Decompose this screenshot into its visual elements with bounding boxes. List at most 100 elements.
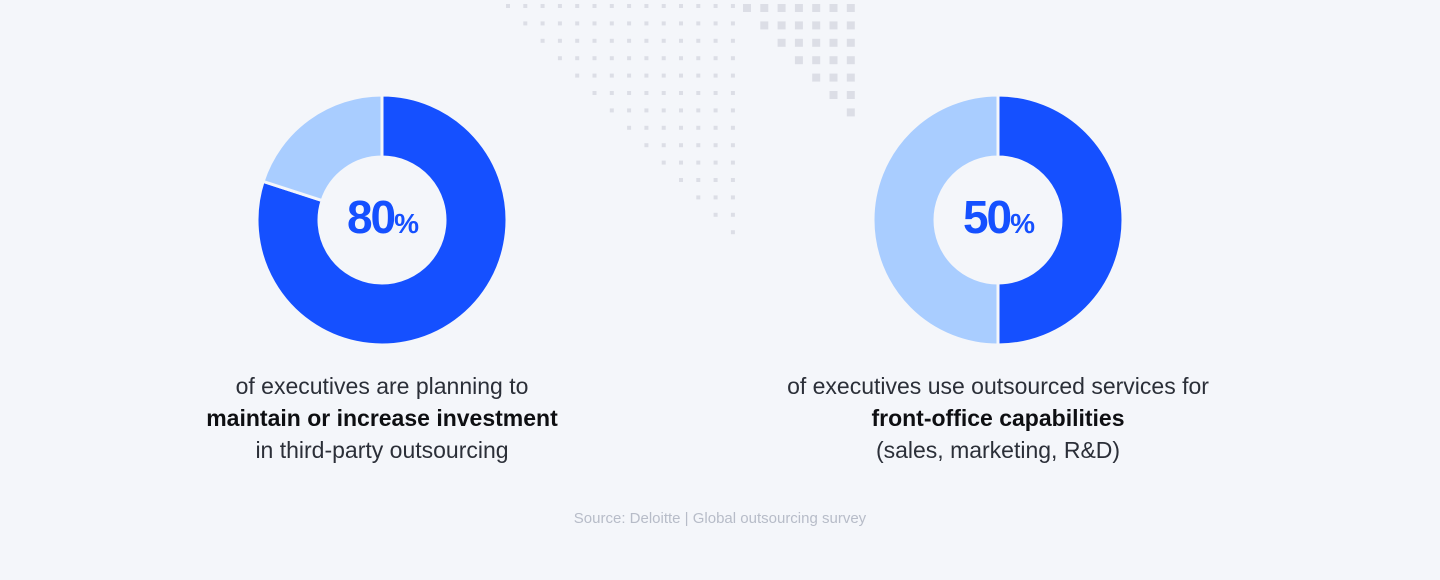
pattern-dot xyxy=(592,38,597,43)
pattern-dot xyxy=(679,143,683,148)
pattern-dot xyxy=(661,4,666,8)
desc-bold: maintain or increase investment xyxy=(206,405,558,431)
pattern-dot xyxy=(609,73,614,78)
pattern-dot xyxy=(713,178,718,182)
pattern-square xyxy=(829,38,838,47)
pattern-dot xyxy=(730,73,735,78)
pattern-dot xyxy=(644,4,649,8)
pattern-dot xyxy=(713,160,718,165)
pattern-square xyxy=(812,56,821,65)
pattern-dot xyxy=(661,73,666,78)
pattern-dot xyxy=(730,212,735,217)
pattern-dot xyxy=(661,143,666,148)
pattern-dot xyxy=(627,125,632,130)
pattern-dot xyxy=(609,21,614,26)
pattern-square xyxy=(812,21,821,30)
pattern-dot xyxy=(679,56,683,61)
pattern-dot xyxy=(713,125,718,130)
pattern-dot xyxy=(627,21,632,26)
pattern-dot xyxy=(592,21,597,26)
stat-unit: % xyxy=(394,208,420,239)
pattern-dot xyxy=(661,160,666,165)
pattern-dot xyxy=(644,143,649,148)
donut-chart-50 xyxy=(872,94,1124,346)
pattern-square xyxy=(829,73,838,82)
pattern-dot xyxy=(679,91,683,95)
pattern-dot xyxy=(730,21,735,26)
pattern-square xyxy=(829,4,838,12)
pattern-dot xyxy=(627,56,632,61)
pattern-dot xyxy=(557,4,562,8)
pattern-dot xyxy=(609,4,614,8)
pattern-dot xyxy=(696,56,701,61)
desc-text: of executives are planning to xyxy=(235,373,529,399)
pattern-dot xyxy=(540,38,545,43)
pattern-dot xyxy=(540,21,545,26)
desc-text: (sales, marketing, R&D) xyxy=(875,437,1121,463)
pattern-dot xyxy=(609,56,614,61)
pattern-square xyxy=(794,38,803,47)
desc-text: of executives use outsourced services fo… xyxy=(787,373,1209,399)
pattern-dot xyxy=(661,21,666,26)
pattern-dot xyxy=(696,195,701,200)
pattern-dot xyxy=(644,21,649,26)
pattern-dot xyxy=(627,38,632,43)
pattern-square xyxy=(829,21,838,30)
pattern-dot xyxy=(730,38,735,43)
pattern-dot xyxy=(609,91,614,95)
pattern-dot xyxy=(730,143,735,148)
pattern-dot xyxy=(696,143,701,148)
stat-description-2: of executives use outsourced services fo… xyxy=(758,370,1238,466)
pattern-square xyxy=(777,4,786,12)
donut-slice-remainder xyxy=(872,94,1000,346)
pattern-dot xyxy=(679,108,683,113)
pattern-dot xyxy=(627,91,632,95)
pattern-square xyxy=(829,91,838,99)
pattern-dot xyxy=(661,108,666,113)
pattern-dot xyxy=(679,73,683,78)
desc-bold: front-office capabilities xyxy=(871,405,1125,431)
pattern-square xyxy=(794,21,803,30)
pattern-square xyxy=(846,21,855,30)
pattern-square xyxy=(846,73,855,82)
donut-slice-remainder xyxy=(261,94,384,203)
pattern-dot xyxy=(696,178,701,182)
pattern-dot xyxy=(679,178,683,182)
pattern-square xyxy=(846,4,855,12)
pattern-dot xyxy=(575,73,580,78)
pattern-dot xyxy=(713,195,718,200)
pattern-dot xyxy=(592,91,597,95)
pattern-dot xyxy=(730,160,735,165)
desc-text: in third-party outsourcing xyxy=(255,437,509,463)
pattern-dot xyxy=(713,4,718,8)
pattern-dot xyxy=(644,56,649,61)
pattern-dot xyxy=(644,91,649,95)
pattern-dot xyxy=(713,73,718,78)
stat-description-1: of executives are planning to maintain o… xyxy=(142,370,622,466)
pattern-dot xyxy=(730,230,735,235)
pattern-dot xyxy=(644,125,649,130)
pattern-dot xyxy=(679,125,683,130)
pattern-dot xyxy=(575,21,580,26)
pattern-square xyxy=(812,4,821,12)
pattern-dot xyxy=(661,38,666,43)
pattern-dot xyxy=(696,91,701,95)
pattern-square xyxy=(794,4,803,12)
pattern-dot xyxy=(575,38,580,43)
pattern-dot xyxy=(644,108,649,113)
pattern-dot xyxy=(661,125,666,130)
pattern-dot xyxy=(730,91,735,95)
pattern-dot xyxy=(730,125,735,130)
donut-chart-80 xyxy=(256,94,508,346)
pattern-dot xyxy=(506,4,510,8)
pattern-dot xyxy=(627,108,632,113)
stat-unit: % xyxy=(1010,208,1036,239)
pattern-square xyxy=(743,4,751,12)
pattern-dot xyxy=(730,56,735,61)
pattern-dot xyxy=(713,108,718,113)
donut-slice-primary xyxy=(996,94,1124,346)
pattern-square xyxy=(846,108,855,117)
pattern-dot xyxy=(696,38,701,43)
stat-percentage-80: 80% xyxy=(283,190,483,244)
